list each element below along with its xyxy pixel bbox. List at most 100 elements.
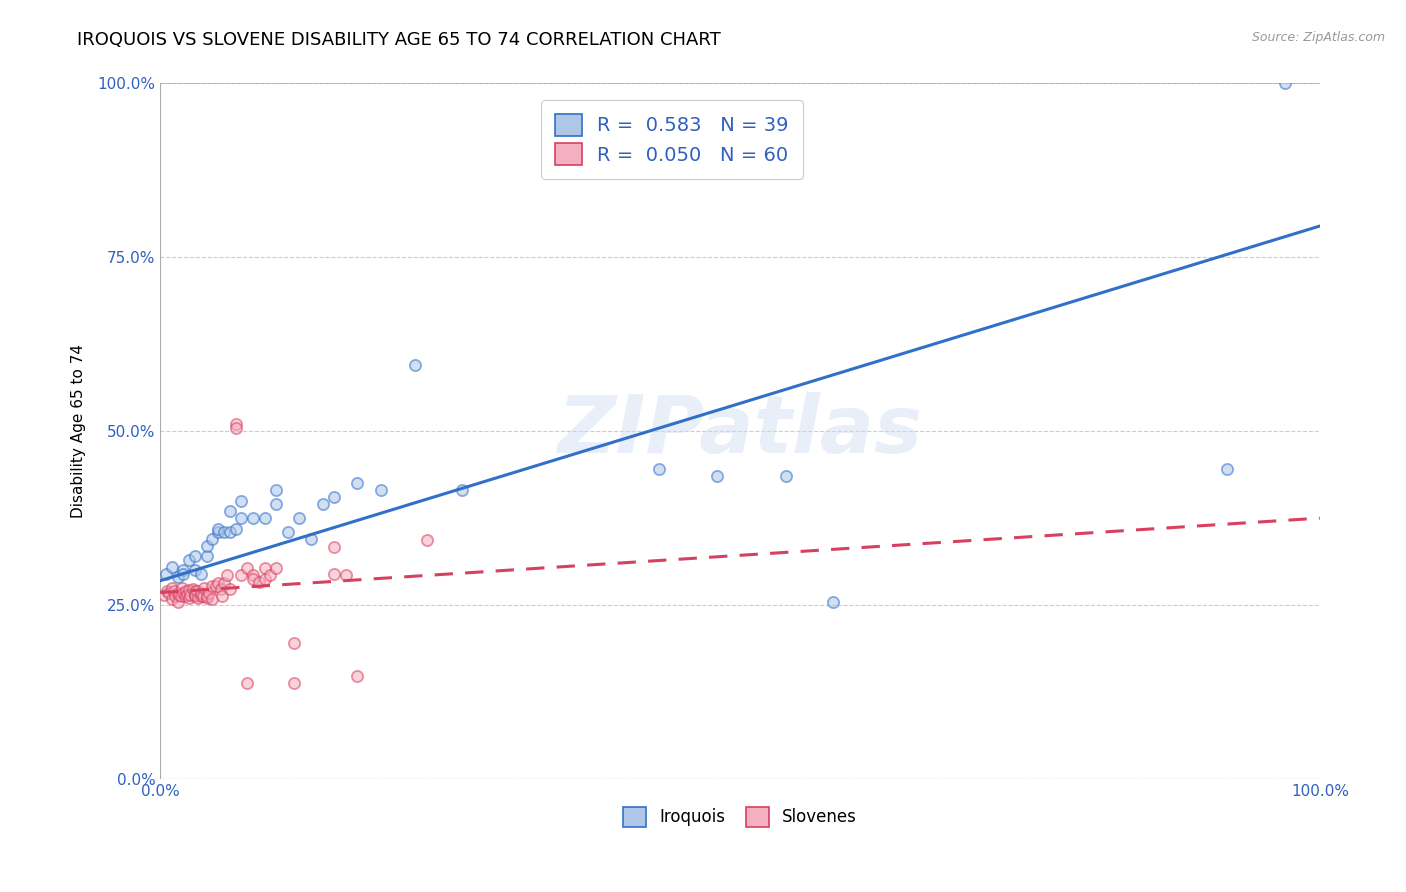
Point	[264, 497, 287, 511]
Point	[179, 591, 201, 606]
Point	[172, 585, 194, 599]
Point	[160, 592, 183, 607]
Point	[218, 582, 240, 596]
Point	[159, 585, 181, 599]
Text: Source: ZipAtlas.com: Source: ZipAtlas.com	[1251, 31, 1385, 45]
Point	[165, 589, 187, 603]
Point	[209, 582, 232, 596]
Point	[242, 572, 264, 586]
Point	[323, 541, 346, 555]
Point	[259, 568, 281, 582]
Point	[181, 582, 204, 596]
Point	[264, 561, 287, 575]
Point	[231, 493, 253, 508]
Point	[648, 462, 671, 476]
Point	[207, 522, 229, 536]
Point	[179, 553, 201, 567]
Point	[253, 572, 276, 586]
Point	[283, 676, 305, 690]
Point	[179, 582, 201, 597]
Point	[323, 490, 346, 504]
Point	[299, 532, 322, 546]
Point	[205, 578, 228, 592]
Point	[172, 566, 194, 581]
Point	[706, 469, 728, 483]
Point	[201, 578, 224, 592]
Point	[152, 588, 174, 602]
Point	[195, 549, 218, 564]
Point	[236, 676, 259, 690]
Point	[166, 594, 188, 608]
Point	[195, 539, 218, 553]
Point	[264, 483, 287, 498]
Point	[450, 483, 472, 498]
Point	[207, 524, 229, 539]
Point	[253, 511, 276, 525]
Point	[277, 524, 299, 539]
Point	[231, 568, 253, 582]
Text: IROQUOIS VS SLOVENE DISABILITY AGE 65 TO 74 CORRELATION CHART: IROQUOIS VS SLOVENE DISABILITY AGE 65 TO…	[77, 31, 721, 49]
Point	[218, 524, 240, 539]
Point	[172, 563, 194, 577]
Point	[190, 566, 212, 581]
Point	[217, 568, 239, 582]
Point	[225, 522, 247, 536]
Point	[247, 575, 270, 590]
Point	[184, 563, 207, 577]
Point	[231, 511, 253, 525]
Point	[1274, 77, 1296, 91]
Point	[186, 584, 208, 599]
Point	[370, 483, 392, 498]
Point	[155, 566, 177, 581]
Point	[288, 511, 311, 525]
Point	[156, 584, 179, 599]
Point	[195, 591, 218, 606]
Text: ZIPatlas: ZIPatlas	[558, 392, 922, 470]
Point	[346, 476, 368, 491]
Point	[335, 568, 357, 582]
Point	[236, 561, 259, 575]
Point	[160, 559, 183, 574]
Point	[1216, 462, 1239, 476]
Point	[191, 589, 214, 603]
Point	[166, 585, 188, 599]
Point	[253, 561, 276, 575]
Point	[775, 469, 797, 483]
Point	[283, 636, 305, 650]
Point	[190, 585, 212, 599]
Point	[174, 584, 197, 599]
Point	[225, 417, 247, 432]
Point	[190, 589, 212, 603]
Point	[242, 511, 264, 525]
Point	[184, 588, 207, 602]
Point	[211, 589, 233, 603]
Point	[198, 585, 221, 599]
Point	[404, 358, 426, 372]
Y-axis label: Disability Age 65 to 74: Disability Age 65 to 74	[72, 344, 86, 518]
Point	[166, 570, 188, 584]
Point	[201, 532, 224, 546]
Point	[346, 669, 368, 683]
Point	[323, 566, 346, 581]
Legend: Iroquois, Slovenes: Iroquois, Slovenes	[616, 801, 863, 833]
Point	[172, 581, 194, 595]
Point	[170, 589, 193, 603]
Point	[184, 584, 207, 599]
Point	[173, 589, 195, 603]
Point	[160, 581, 183, 595]
Point	[193, 581, 215, 595]
Point	[195, 589, 218, 603]
Point	[212, 524, 235, 539]
Point	[184, 549, 207, 564]
Point	[207, 575, 229, 590]
Point	[311, 497, 333, 511]
Point	[176, 588, 198, 602]
Point	[184, 589, 207, 603]
Point	[201, 592, 224, 607]
Point	[242, 568, 264, 582]
Point	[167, 588, 190, 602]
Point	[821, 594, 844, 608]
Point	[163, 584, 186, 599]
Point	[225, 420, 247, 434]
Point	[416, 533, 439, 548]
